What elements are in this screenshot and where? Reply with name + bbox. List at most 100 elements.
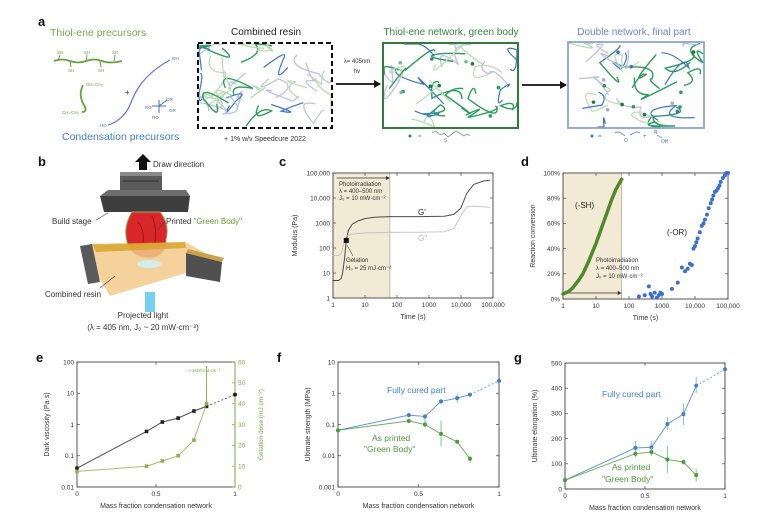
polymer-strand (415, 79, 452, 105)
y-tick-label: 80% (547, 196, 560, 203)
plot-frame (337, 361, 500, 488)
data-point (702, 217, 707, 222)
data-point (681, 460, 686, 465)
y2-axis-title: Gelation dose (mJ cm⁻²) (258, 389, 265, 460)
data-point (718, 179, 723, 184)
data-point (679, 265, 684, 270)
x-tick-label: 1 (233, 491, 237, 498)
build-stage (100, 172, 190, 212)
combined-resin-border (197, 42, 333, 129)
polymer-strand (430, 81, 463, 100)
polymer-strand (614, 53, 640, 73)
x-tick-label: 100,000 (481, 302, 505, 309)
series-0 (563, 367, 727, 483)
light-params-label: (λ = 405 nm, J₀ ~ 20 mW·cm⁻²) (87, 323, 199, 332)
annotation-printed: As printed (372, 433, 411, 443)
y-tick-label: 100 (551, 461, 562, 468)
y-tick-label: 500 (551, 360, 562, 367)
data-point (176, 416, 180, 420)
combined-resin-label: Combined resin (45, 290, 101, 299)
data-point (497, 378, 501, 383)
polymer-strand (215, 89, 233, 105)
data-point (694, 473, 699, 478)
chart-g-annotations: Fully cured part As printed "Green Body" (602, 389, 661, 484)
chart-conversion: 1 10 100 1000 10,000 100,000 0% 20% 40% 60% 80% 100… (530, 170, 740, 322)
polymer-strand (585, 43, 609, 63)
polymer-strand (293, 54, 332, 84)
data-point (704, 212, 709, 217)
series-1 (563, 446, 699, 483)
data-point (675, 280, 680, 285)
data-point (697, 230, 702, 235)
y2-tick-label: 60 (238, 359, 246, 366)
series-0 (75, 392, 237, 470)
data-point (636, 294, 641, 299)
data-point (681, 412, 686, 417)
svg-text:SH: SH (68, 68, 74, 73)
condensation-molecule: OH HO RO OR OR RO (100, 56, 179, 128)
y2-tick-label: 40 (238, 401, 246, 408)
data-point (204, 404, 209, 409)
crosslink-dot (591, 100, 596, 104)
polymer-strand (467, 87, 498, 114)
y-tick-label: 100 (63, 359, 74, 366)
extrapolated-line (695, 368, 726, 387)
y-axis-title: Modulus (Pa) (292, 215, 299, 257)
series-line (337, 394, 471, 431)
polymer-strand (306, 70, 326, 87)
crosslink-dot (678, 105, 682, 109)
data-point (204, 401, 209, 406)
panel-label-g: g (514, 350, 522, 365)
data-point (144, 429, 149, 434)
panel-label-c: c (279, 154, 286, 169)
y-tick-label: 20% (547, 271, 560, 278)
arrow-up-icon (135, 154, 151, 170)
crosslink-dot (675, 109, 680, 114)
crosslink-dot (399, 90, 403, 95)
x-tick-label: 0 (336, 491, 340, 498)
data-point (160, 420, 165, 424)
y-tick-label: 1 (70, 422, 74, 429)
photoirradiation-shade (563, 173, 622, 299)
polymer-strand (257, 43, 274, 52)
crosslink-dot (464, 60, 468, 64)
svg-text:=: = (598, 134, 602, 140)
x-axis-title: Mass fraction condensation network (363, 503, 475, 510)
data-point (708, 201, 713, 206)
polymer-strand (498, 102, 518, 111)
annotation-gprime: G' (418, 208, 426, 217)
y-axis-title: Ultimate elongation (%) (532, 390, 539, 463)
crosslink-dot (620, 102, 624, 107)
plot-frame (332, 172, 494, 299)
data-point (422, 414, 427, 419)
double-network-box (568, 42, 704, 128)
data-point (685, 266, 690, 271)
data-point (75, 466, 79, 470)
thiol-labels: SH SH SH SH SH CH=CH₂ CH=CH₂ (57, 50, 118, 115)
thiol-precursors-title: Thiol-ene precursors (50, 27, 146, 39)
y-tick-label: 0 (558, 486, 562, 493)
polymer-strand (497, 83, 511, 104)
data-point (683, 269, 688, 274)
polymer-strand (265, 89, 300, 102)
extrapolated-line (469, 380, 500, 396)
data-point (455, 439, 460, 444)
arrow-right-icon (336, 80, 381, 88)
x-axis-title: Time (s) (400, 314, 425, 321)
data-point (710, 197, 715, 202)
data-point (701, 221, 706, 226)
data-point (689, 262, 694, 267)
svg-text:SH: SH (98, 68, 104, 73)
annotation-lambda: λ = 400–500 nm (596, 266, 639, 272)
svg-text:CH=CH₂: CH=CH₂ (62, 110, 80, 115)
x-tick-label: 1000 (422, 302, 437, 309)
series-line (561, 177, 624, 296)
panel-label-a: a (38, 14, 46, 29)
svg-text:OH: OH (661, 139, 669, 145)
polymer-strand (597, 117, 606, 128)
data-point (406, 418, 411, 423)
data-point (665, 457, 670, 462)
crosslink-dot (488, 114, 493, 118)
x-tick-label: 100 (392, 302, 403, 309)
y-tick-label: 0.01 (61, 484, 74, 491)
